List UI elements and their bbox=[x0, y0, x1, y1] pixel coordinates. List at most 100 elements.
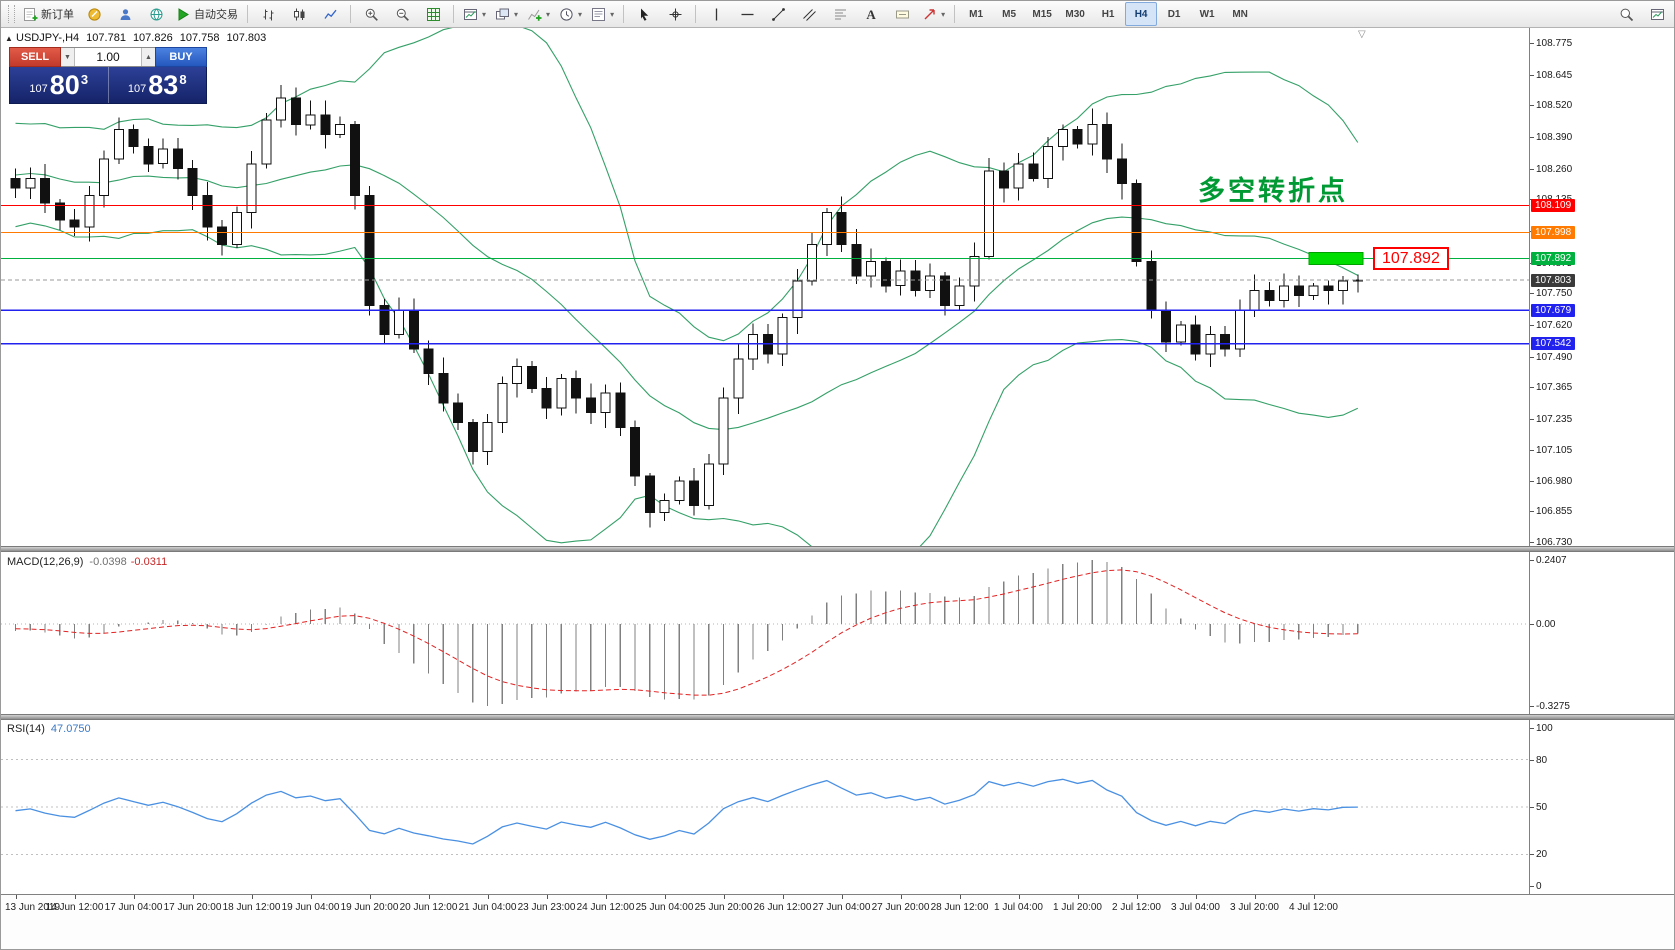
time-tick bbox=[310, 895, 312, 899]
time-axis-label: 14 Jun 12:00 bbox=[45, 902, 104, 913]
macd-canvas[interactable] bbox=[1, 552, 1529, 714]
market-watch-button[interactable] bbox=[110, 2, 140, 26]
zoom-in-button[interactable] bbox=[356, 2, 386, 26]
sell-price-button[interactable]: 107 80 3 bbox=[10, 67, 108, 103]
time-axis-label: 27 Jun 04:00 bbox=[812, 902, 871, 913]
metaeditor-button[interactable] bbox=[79, 2, 109, 26]
zoom-out-button[interactable] bbox=[387, 2, 417, 26]
candle-body bbox=[836, 212, 847, 245]
candle-body bbox=[1028, 163, 1039, 179]
timeframe-w1-button[interactable]: W1 bbox=[1199, 8, 1215, 20]
candle-body bbox=[600, 392, 611, 414]
candle-body bbox=[113, 129, 124, 160]
buy-price-main: 83 bbox=[148, 69, 179, 100]
highlight-rectangle-object[interactable] bbox=[1308, 252, 1364, 265]
time-axis-label: 26 Jun 12:00 bbox=[753, 902, 812, 913]
axis-tick bbox=[1529, 387, 1534, 389]
search-button[interactable] bbox=[1611, 2, 1641, 26]
time-tick bbox=[251, 895, 253, 899]
timeframe-m1-button[interactable]: M1 bbox=[969, 8, 984, 20]
time-tick bbox=[1136, 895, 1138, 899]
cursor-button[interactable] bbox=[629, 2, 659, 26]
volume-field[interactable]: ▼ 1.00 ▲ bbox=[61, 47, 155, 67]
new-window-button[interactable] bbox=[1642, 2, 1672, 26]
axis-price-label: 106.855 bbox=[1536, 506, 1573, 518]
arrows-button[interactable]: ▾ bbox=[918, 2, 949, 26]
volume-value[interactable]: 1.00 bbox=[96, 50, 120, 64]
candle-body bbox=[939, 275, 950, 306]
rsi-canvas[interactable] bbox=[1, 720, 1529, 894]
candle-body bbox=[438, 373, 449, 404]
price-axis[interactable]: 108.775 108.645 108.520 108.390 108.260 108.1… bbox=[1529, 28, 1674, 894]
axis-tick bbox=[1529, 324, 1534, 326]
timeframe-m30-button[interactable]: M30 bbox=[1065, 8, 1085, 20]
bar-chart-button[interactable] bbox=[253, 2, 283, 26]
horizontal-line-button[interactable] bbox=[732, 2, 762, 26]
volume-decrease-button[interactable]: ▼ bbox=[61, 48, 75, 66]
time-axis-label: 21 Jun 04:00 bbox=[458, 902, 517, 913]
time-axis[interactable]: 13 Jun 2019 14 Jun 12:00 17 Jun 04:00 17 Ju… bbox=[1, 894, 1674, 949]
timeframe-h1-button[interactable]: H1 bbox=[1101, 8, 1115, 20]
crosshair-button[interactable] bbox=[660, 2, 690, 26]
new-chart-button[interactable]: ▾ bbox=[459, 2, 490, 26]
trendline-button[interactable] bbox=[763, 2, 793, 26]
macd-name: MACD(12,26,9) bbox=[7, 556, 84, 568]
buy-button[interactable]: BUY bbox=[155, 47, 207, 67]
candle-body bbox=[202, 195, 213, 228]
vertical-line-button[interactable] bbox=[701, 2, 731, 26]
zoom-out-icon bbox=[395, 7, 410, 22]
clock-icon bbox=[559, 7, 574, 22]
timeframe-m5-button[interactable]: M5 bbox=[1002, 8, 1017, 20]
panel-separator[interactable] bbox=[1, 714, 1674, 720]
templates-button[interactable]: ▾ bbox=[587, 2, 618, 26]
timeframe-d1-button[interactable]: D1 bbox=[1167, 8, 1181, 20]
price-tag-label[interactable]: 107.892 bbox=[1373, 247, 1449, 270]
rsi-name: RSI(14) bbox=[7, 723, 45, 735]
toolbar-separator bbox=[623, 5, 625, 23]
profiles-button[interactable]: ▾ bbox=[491, 2, 522, 26]
candle-body bbox=[689, 480, 699, 506]
candle-body bbox=[526, 365, 537, 389]
timeframe-mn-button[interactable]: MN bbox=[1232, 8, 1248, 20]
time-tick bbox=[1313, 895, 1315, 899]
candle-body bbox=[99, 158, 109, 196]
level-price-badge: 107.679 bbox=[1531, 303, 1576, 317]
time-tick bbox=[782, 895, 784, 899]
autotrading-button[interactable]: 自动交易 bbox=[172, 2, 242, 26]
sell-button[interactable]: SELL bbox=[9, 47, 61, 67]
community-button[interactable] bbox=[141, 2, 171, 26]
candlestick-button[interactable] bbox=[284, 2, 314, 26]
indicators-button[interactable]: ▾ bbox=[523, 2, 554, 26]
bar-chart-icon bbox=[261, 7, 276, 22]
candle-body bbox=[379, 304, 390, 336]
time-axis-label: 20 Jun 12:00 bbox=[399, 902, 458, 913]
label-button[interactable] bbox=[887, 2, 917, 26]
turning-point-annotation[interactable]: 多空转折点 bbox=[1198, 176, 1348, 206]
autotrading-button-label: 自动交易 bbox=[194, 9, 238, 21]
grid-icon bbox=[426, 7, 441, 22]
timeframe-h4-button[interactable]: H4 bbox=[1125, 2, 1158, 26]
text-button[interactable]: A bbox=[856, 2, 886, 26]
buy-price-button[interactable]: 107 83 8 bbox=[109, 67, 207, 103]
volume-increase-button[interactable]: ▲ bbox=[141, 48, 155, 66]
time-axis-label: 18 Jun 12:00 bbox=[222, 902, 281, 913]
timeframe-m15-button[interactable]: M15 bbox=[1032, 8, 1052, 20]
axis-price-label: 107.620 bbox=[1536, 319, 1573, 331]
channel-button[interactable] bbox=[794, 2, 824, 26]
chart-info-line: USDJPY-,H4 107.781 107.826 107.758 107.803 bbox=[16, 32, 273, 44]
fibonacci-button[interactable] bbox=[825, 2, 855, 26]
axis-tick bbox=[1529, 807, 1534, 808]
axis-tick bbox=[1529, 356, 1534, 358]
candle-body bbox=[556, 378, 567, 409]
line-chart-button[interactable] bbox=[315, 2, 345, 26]
toolbar: 新订单 自动交易 ▾ ▾ ▾ ▾ ▾ A ▾ M1 M5 M15 M30 H1 H4 D1 W1 MN bbox=[1, 1, 1674, 28]
one-click-panel-toggle[interactable]: ▲ bbox=[5, 34, 13, 43]
panel-separator[interactable] bbox=[1, 546, 1674, 552]
new-order-button[interactable]: 新订单 bbox=[19, 2, 78, 26]
candle-body bbox=[777, 317, 788, 355]
tile-windows-button[interactable] bbox=[418, 2, 448, 26]
candle-body bbox=[541, 387, 552, 409]
candle-body bbox=[1072, 129, 1083, 145]
periods-button[interactable]: ▾ bbox=[555, 2, 586, 26]
main-chart-canvas[interactable] bbox=[1, 28, 1529, 546]
